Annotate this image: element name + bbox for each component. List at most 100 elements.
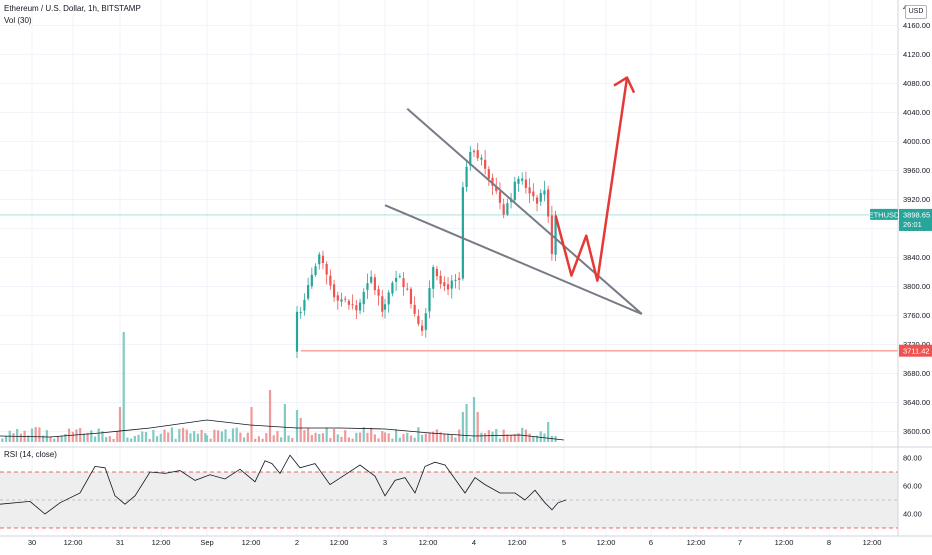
volume-bar [185, 429, 188, 442]
time-axis-label: 12:00 [597, 538, 616, 547]
candle-down [402, 278, 405, 288]
candle-up [428, 288, 431, 312]
volume-bar [391, 438, 394, 442]
candle-up [340, 299, 343, 302]
volume-bar [228, 438, 231, 442]
candle-up [395, 277, 398, 282]
volume-bar [82, 433, 86, 442]
volume-ma-line [0, 419, 565, 441]
time-axis-label: 12:00 [242, 538, 261, 547]
volume-bar [539, 431, 542, 442]
volume-bar [336, 434, 339, 442]
candle-up [543, 190, 546, 195]
candle-up [480, 157, 483, 160]
volume-bar [130, 438, 133, 442]
volume-bar [196, 433, 199, 442]
time-axis-label: 31 [116, 538, 124, 547]
volume-bar [38, 427, 41, 442]
volume-bar [239, 432, 242, 442]
volume-bar [409, 435, 413, 442]
projection-path[interactable] [554, 77, 629, 282]
price-tick-label: 4000.00 [903, 137, 930, 146]
candle-down [439, 275, 442, 284]
volume-bar [424, 433, 427, 442]
volume-bar [283, 404, 286, 442]
candle-down [502, 204, 505, 215]
volume-bar [506, 434, 509, 442]
candle-up [295, 311, 299, 352]
symbol-title[interactable]: Ethereum / U.S. Dollar, 1h, BITSTAMP [4, 4, 141, 13]
volume-bar [446, 433, 450, 442]
candle-up [454, 279, 457, 281]
time-axis-label: 12:00 [863, 538, 882, 547]
support-price-tag [899, 344, 932, 357]
time-axis-label: 6 [649, 538, 653, 547]
volume-bar [498, 438, 502, 442]
candle-down [484, 159, 487, 169]
volume-bar [443, 433, 446, 442]
candle-down [498, 191, 502, 203]
volume-bar [53, 438, 56, 442]
candle-down [332, 284, 336, 298]
candle-up [318, 254, 321, 265]
volume-bar [428, 432, 431, 442]
symbol-tag [870, 208, 898, 220]
candle-up [424, 313, 427, 330]
volume-bar [402, 434, 405, 442]
time-axis-label: 2 [295, 538, 299, 547]
time-axis-label: 7 [738, 538, 742, 547]
volume-bar [204, 433, 207, 442]
candle-down [325, 263, 328, 275]
price-tick-label: 3960.00 [903, 166, 930, 175]
volume-bar [383, 432, 387, 442]
price-tick-label: 4080.00 [903, 79, 930, 88]
rsi-indicator-label[interactable]: RSI (14, close) [4, 450, 57, 459]
candle-up [461, 187, 464, 279]
candle-down [487, 169, 490, 179]
volume-bar [12, 433, 15, 442]
volume-bar [101, 431, 104, 442]
trendline-lower[interactable] [384, 204, 643, 315]
volume-bar [528, 433, 531, 442]
volume-bar [321, 433, 325, 442]
candle-down [528, 187, 531, 194]
price-tick-label: 4120.00 [903, 50, 930, 59]
volume-bar [347, 437, 351, 442]
volume-bar [148, 438, 151, 442]
projection-arrowhead [613, 76, 636, 94]
candle-up [314, 266, 317, 275]
bar-countdown-text: 26:01 [903, 220, 922, 229]
candle-up [513, 181, 516, 201]
currency-button[interactable]: USD [905, 5, 927, 19]
volume-bar [30, 428, 34, 442]
volume-bar [137, 434, 140, 442]
volume-bar [362, 427, 365, 442]
volume-bar [189, 433, 192, 442]
volume-bar [280, 437, 283, 442]
volume-bar [395, 429, 398, 442]
volume-bar [122, 332, 125, 442]
volume-bar [472, 397, 476, 442]
candle-down [491, 177, 494, 186]
volume-bar [344, 430, 347, 442]
volume-bar [420, 434, 424, 442]
candle-up [387, 292, 390, 305]
volume-bar [45, 430, 48, 442]
price-tick-label: 3640.00 [903, 398, 930, 407]
volume-bar [387, 433, 390, 442]
volume-bar [272, 435, 275, 442]
candle-down [458, 278, 461, 280]
volume-bar [144, 432, 148, 442]
volume-bar [174, 438, 177, 442]
trendline-upper[interactable] [406, 108, 643, 315]
volume-bar [532, 436, 535, 442]
volume-bar [303, 430, 306, 442]
candle-down [351, 304, 354, 306]
volume-indicator-label[interactable]: Vol (30) [4, 16, 32, 25]
volume-bar [299, 418, 302, 442]
candle-up [539, 193, 542, 202]
volume-bar [329, 438, 332, 442]
candle-down [329, 275, 332, 286]
